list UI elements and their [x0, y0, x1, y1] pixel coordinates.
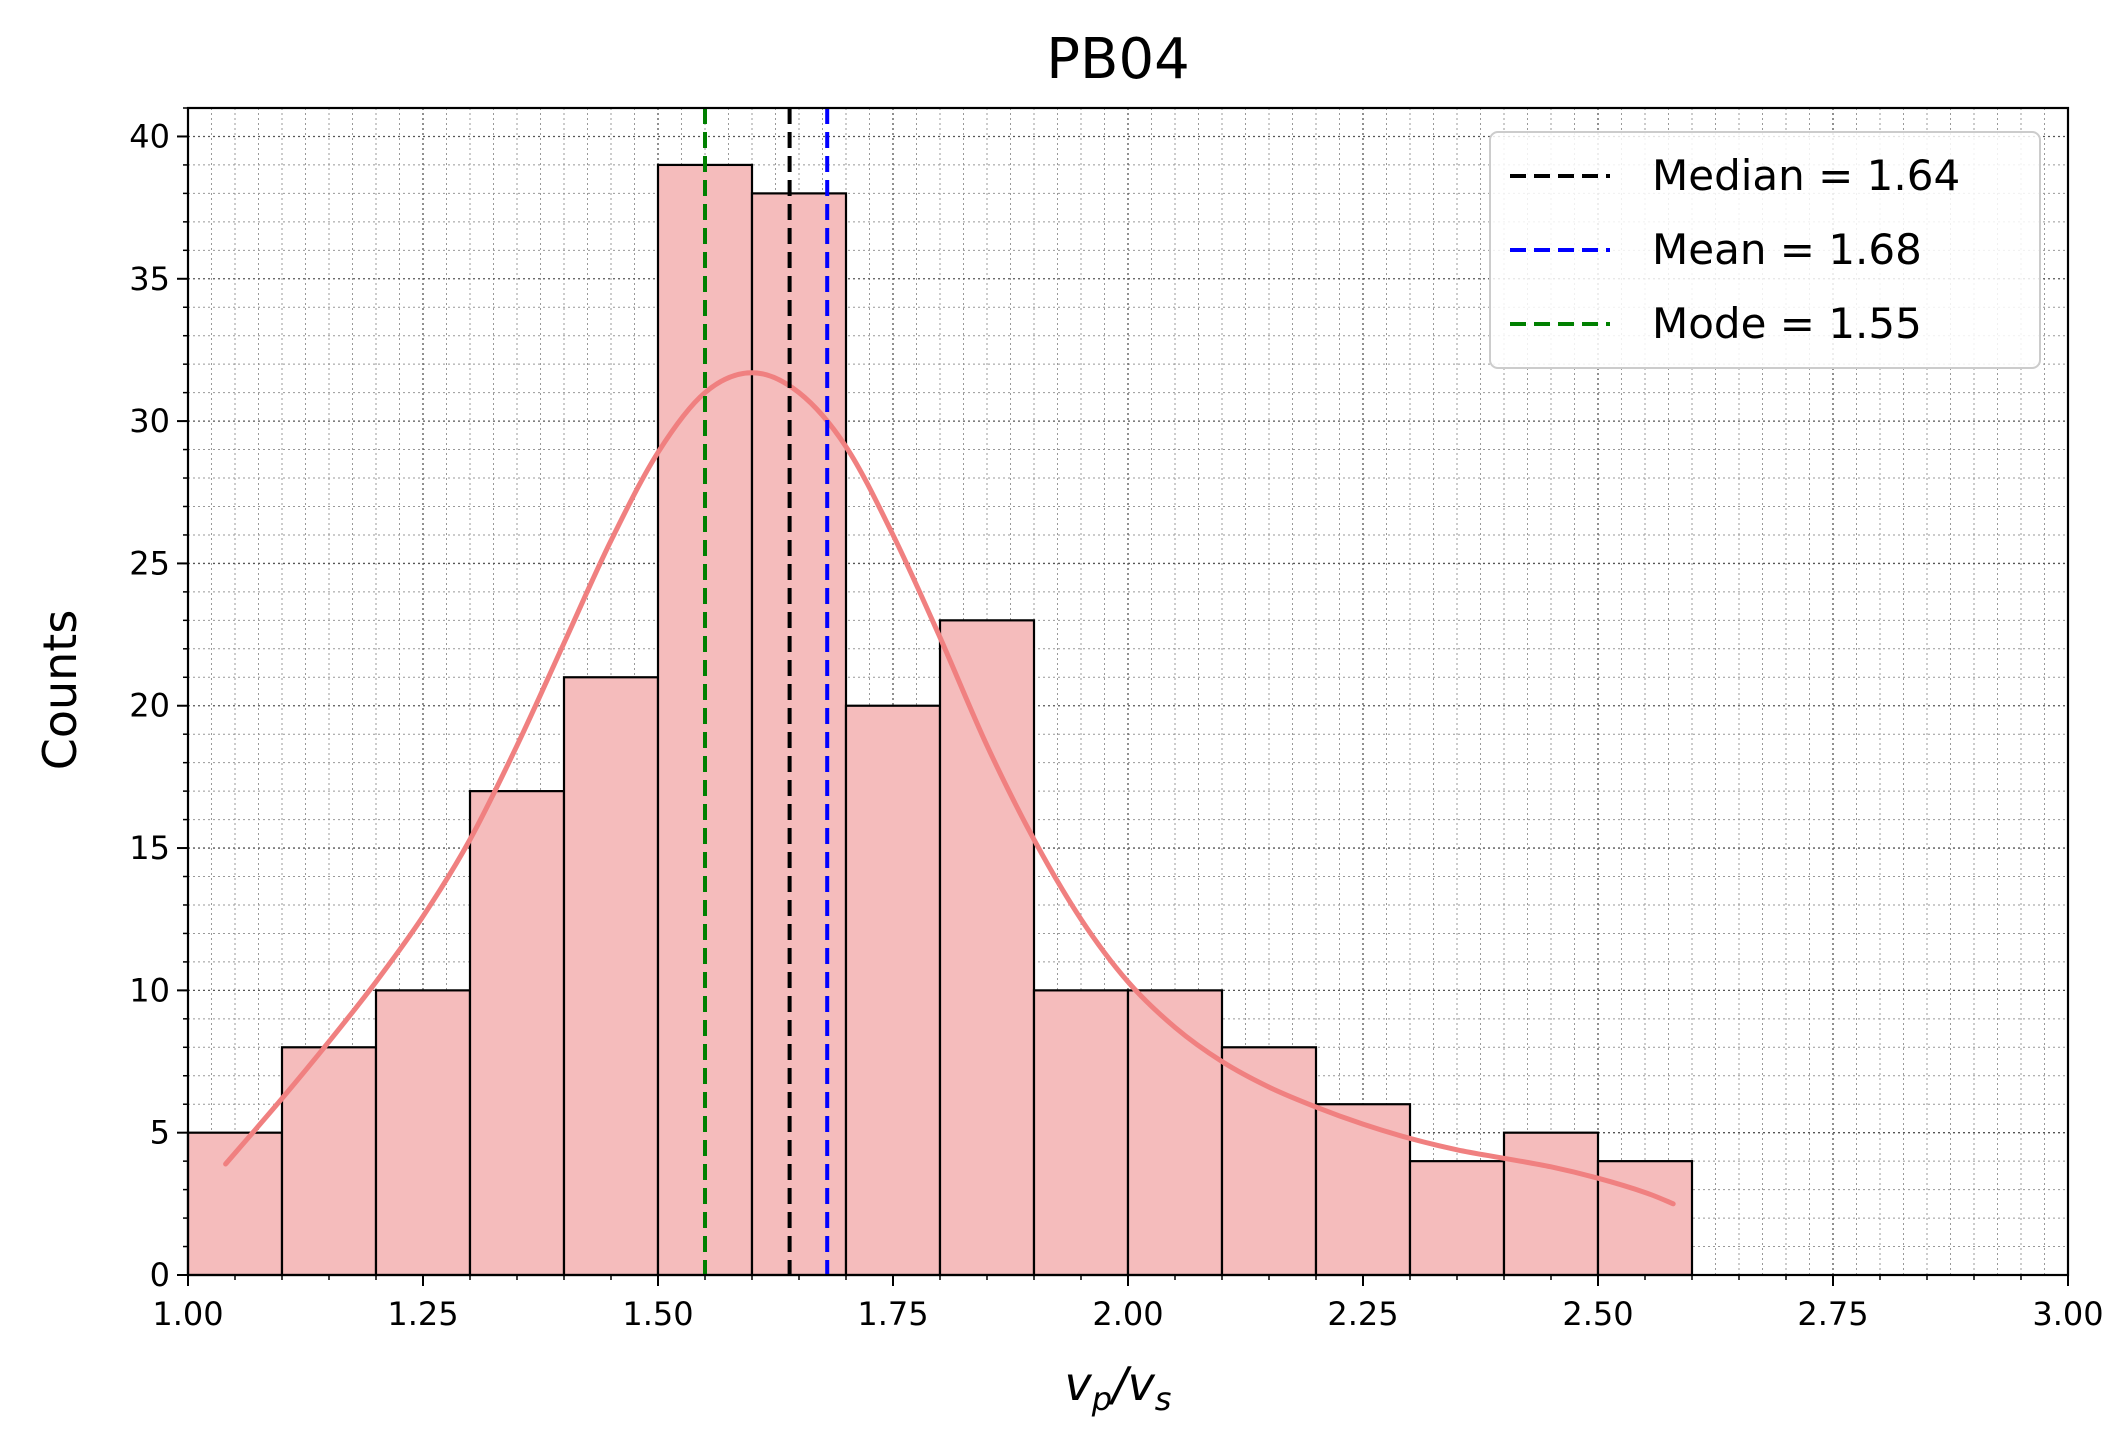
x-axis-label: vp/vs [1065, 1357, 1172, 1418]
histogram-bars [186, 163, 1694, 1277]
y-tick-label: 10 [129, 971, 170, 1009]
x-tick-label: 3.00 [2032, 1295, 2103, 1333]
x-axis-label-p: p [1091, 1380, 1112, 1418]
x-tick-label: 1.75 [857, 1295, 928, 1333]
histogram-bar [1502, 1131, 1600, 1277]
y-tick-label: 25 [129, 544, 170, 582]
legend: Median = 1.64 Mean = 1.68 Mode = 1.55 [1489, 131, 2041, 369]
legend-label-mean: Mean = 1.68 [1652, 225, 1922, 274]
x-tick-label: 1.25 [387, 1295, 458, 1333]
histogram-bar [1032, 989, 1130, 1277]
x-tick-label: 1.50 [622, 1295, 693, 1333]
reference-lines [703, 108, 830, 1275]
chart-title: PB04 [1046, 27, 1189, 92]
y-axis-label: Counts [33, 610, 87, 771]
x-axis-ticks: 1.00 1.25 1.50 1.75 2.00 2.25 2.50 2.75 3.00 [152, 1275, 2104, 1333]
x-tick-label: 1.00 [152, 1295, 223, 1333]
legend-label-median: Median = 1.64 [1652, 151, 1960, 200]
x-tick-label: 2.75 [1797, 1295, 1868, 1333]
y-tick-label: 5 [150, 1114, 170, 1152]
x-tick-label: 2.25 [1327, 1295, 1398, 1333]
histogram-bar [1314, 1103, 1412, 1277]
kde-curve [223, 370, 1676, 1207]
histogram-bar [1408, 1160, 1506, 1277]
y-tick-label: 15 [129, 829, 170, 867]
y-tick-label: 30 [129, 402, 170, 440]
histogram-bar [1220, 1046, 1318, 1277]
histogram-bar [374, 989, 472, 1277]
histogram-bar [1596, 1160, 1694, 1277]
x-tick-label: 2.50 [1562, 1295, 1633, 1333]
histogram-bar [468, 790, 566, 1277]
legend-label-mode: Mode = 1.55 [1652, 299, 1922, 348]
y-tick-label: 35 [129, 260, 170, 298]
histogram-bar [938, 619, 1036, 1277]
histogram-bar [750, 192, 848, 1277]
histogram-bar [562, 676, 660, 1277]
x-axis-label-v2: v [1128, 1357, 1156, 1411]
x-axis-label-v: v [1065, 1357, 1093, 1411]
x-axis-label-s: s [1155, 1380, 1172, 1418]
y-axis-ticks: 0 5 10 15 20 25 30 35 40 [129, 107, 188, 1294]
y-tick-label: 0 [150, 1256, 170, 1294]
y-tick-label: 20 [129, 687, 170, 725]
legend-box [1489, 131, 2041, 369]
histogram-bar [844, 704, 942, 1277]
y-tick-label: 40 [129, 117, 170, 155]
histogram-bar [1126, 989, 1224, 1277]
x-tick-label: 2.00 [1092, 1295, 1163, 1333]
